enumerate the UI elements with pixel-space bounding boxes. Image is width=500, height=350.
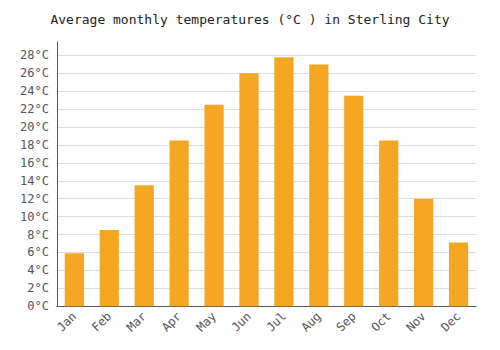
svg-text:May: May: [194, 309, 219, 334]
svg-text:18°C: 18°C: [20, 138, 49, 152]
svg-text:22°C: 22°C: [20, 102, 49, 116]
svg-text:Jan: Jan: [54, 309, 79, 334]
svg-text:12°C: 12°C: [20, 192, 49, 206]
svg-text:Mar: Mar: [124, 309, 149, 334]
svg-text:Dec: Dec: [438, 309, 463, 334]
svg-text:8°C: 8°C: [27, 228, 49, 242]
svg-text:0°C: 0°C: [27, 299, 49, 313]
svg-text:26°C: 26°C: [20, 66, 49, 80]
svg-text:16°C: 16°C: [20, 156, 49, 170]
svg-text:Jun: Jun: [229, 309, 254, 334]
svg-text:Feb: Feb: [89, 309, 114, 334]
svg-text:6°C: 6°C: [27, 245, 49, 259]
svg-text:Nov: Nov: [403, 309, 428, 334]
svg-text:28°C: 28°C: [20, 48, 49, 62]
svg-text:Average monthly temperatures (: Average monthly temperatures (°C ) in St…: [50, 12, 449, 27]
svg-text:20°C: 20°C: [20, 120, 49, 134]
svg-text:4°C: 4°C: [27, 263, 49, 277]
svg-text:Apr: Apr: [159, 309, 184, 334]
svg-text:10°C: 10°C: [20, 210, 49, 224]
svg-text:Aug: Aug: [299, 309, 324, 334]
svg-text:24°C: 24°C: [20, 84, 49, 98]
svg-text:Jul: Jul: [264, 309, 289, 334]
svg-text:2°C: 2°C: [27, 281, 49, 295]
svg-text:14°C: 14°C: [20, 174, 49, 188]
svg-text:Oct: Oct: [368, 309, 393, 334]
svg-text:Sep: Sep: [333, 309, 358, 334]
